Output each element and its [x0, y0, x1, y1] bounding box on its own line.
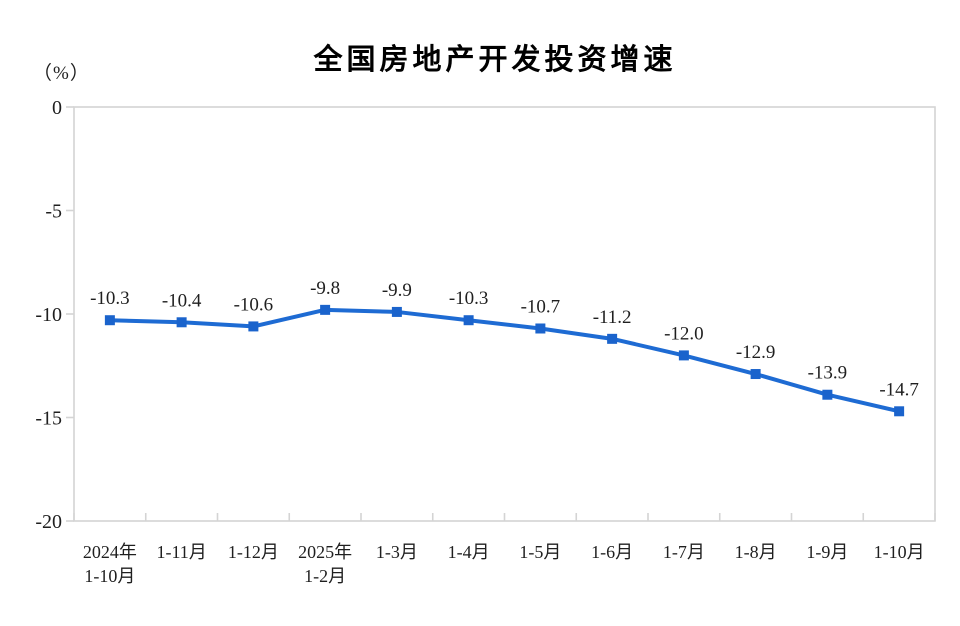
- x-tick-label: 1-7月: [663, 542, 705, 562]
- data-points: -10.3 -10.4 -10.6 -9.8 -9.9 -10.3 -10.7 -11.2 -1…: [90, 278, 919, 417]
- y-axis-unit-label: （%）: [33, 63, 90, 84]
- y-tick-label: -10: [35, 304, 62, 326]
- data-point-marker: [463, 315, 474, 326]
- x-tick-label: 1-8月: [735, 542, 777, 562]
- x-tick-label: 1-9月: [806, 542, 848, 562]
- y-tick-label: -15: [35, 408, 62, 430]
- x-tick-label: 1-5月: [519, 542, 561, 562]
- x-tick-label: 2024年: [83, 542, 137, 562]
- data-label: -12.9: [736, 342, 776, 363]
- y-tick-label: 0: [52, 97, 62, 119]
- data-label: -12.0: [664, 323, 704, 344]
- x-tick-label: 1-4月: [448, 542, 490, 562]
- plot-border: [73, 106, 936, 522]
- x-tick-label: 1-10月: [84, 566, 135, 586]
- data-point-marker: [535, 323, 546, 334]
- data-point-marker: [678, 350, 689, 361]
- x-tick-label: 1-11月: [156, 542, 206, 562]
- data-point-marker: [248, 321, 259, 332]
- data-point-marker: [822, 389, 833, 400]
- chart-title: 全国房地产开发投资增速: [313, 44, 677, 76]
- data-point-marker: [750, 369, 761, 380]
- data-label: -14.7: [879, 379, 919, 400]
- data-label: -10.7: [521, 296, 561, 317]
- x-tick-label: 1-6月: [591, 542, 633, 562]
- y-tick-label: -20: [35, 511, 62, 533]
- data-label: -13.9: [808, 363, 848, 384]
- data-point-marker: [391, 306, 402, 317]
- data-point-marker: [176, 317, 187, 328]
- data-label: -9.9: [382, 280, 412, 301]
- x-tick-label: 2025年: [298, 542, 352, 562]
- data-point-marker: [320, 304, 331, 315]
- x-tick-label: 1-12月: [228, 542, 279, 562]
- data-label: -10.4: [162, 290, 202, 311]
- data-label: -10.3: [90, 288, 130, 309]
- y-tick-label: -5: [45, 201, 62, 223]
- y-axis: 0 -5 -10 -15 -20: [35, 97, 74, 533]
- data-label: -9.8: [310, 278, 340, 299]
- x-tick-label: 1-3月: [376, 542, 418, 562]
- data-line: [107, 307, 902, 414]
- data-point-marker: [104, 315, 115, 326]
- data-label: -10.3: [449, 288, 489, 309]
- x-tick-label: 1-10月: [874, 542, 925, 562]
- data-label: -10.6: [234, 294, 274, 315]
- data-point-marker: [607, 333, 618, 344]
- x-axis: 2024年 1-10月 1-11月 1-12月 2025年 1-2月 1-3月 1-4月 1-5…: [73, 513, 936, 586]
- x-tick-label: 1-2月: [304, 566, 346, 586]
- data-point-marker: [894, 406, 905, 417]
- data-label: -11.2: [593, 307, 632, 328]
